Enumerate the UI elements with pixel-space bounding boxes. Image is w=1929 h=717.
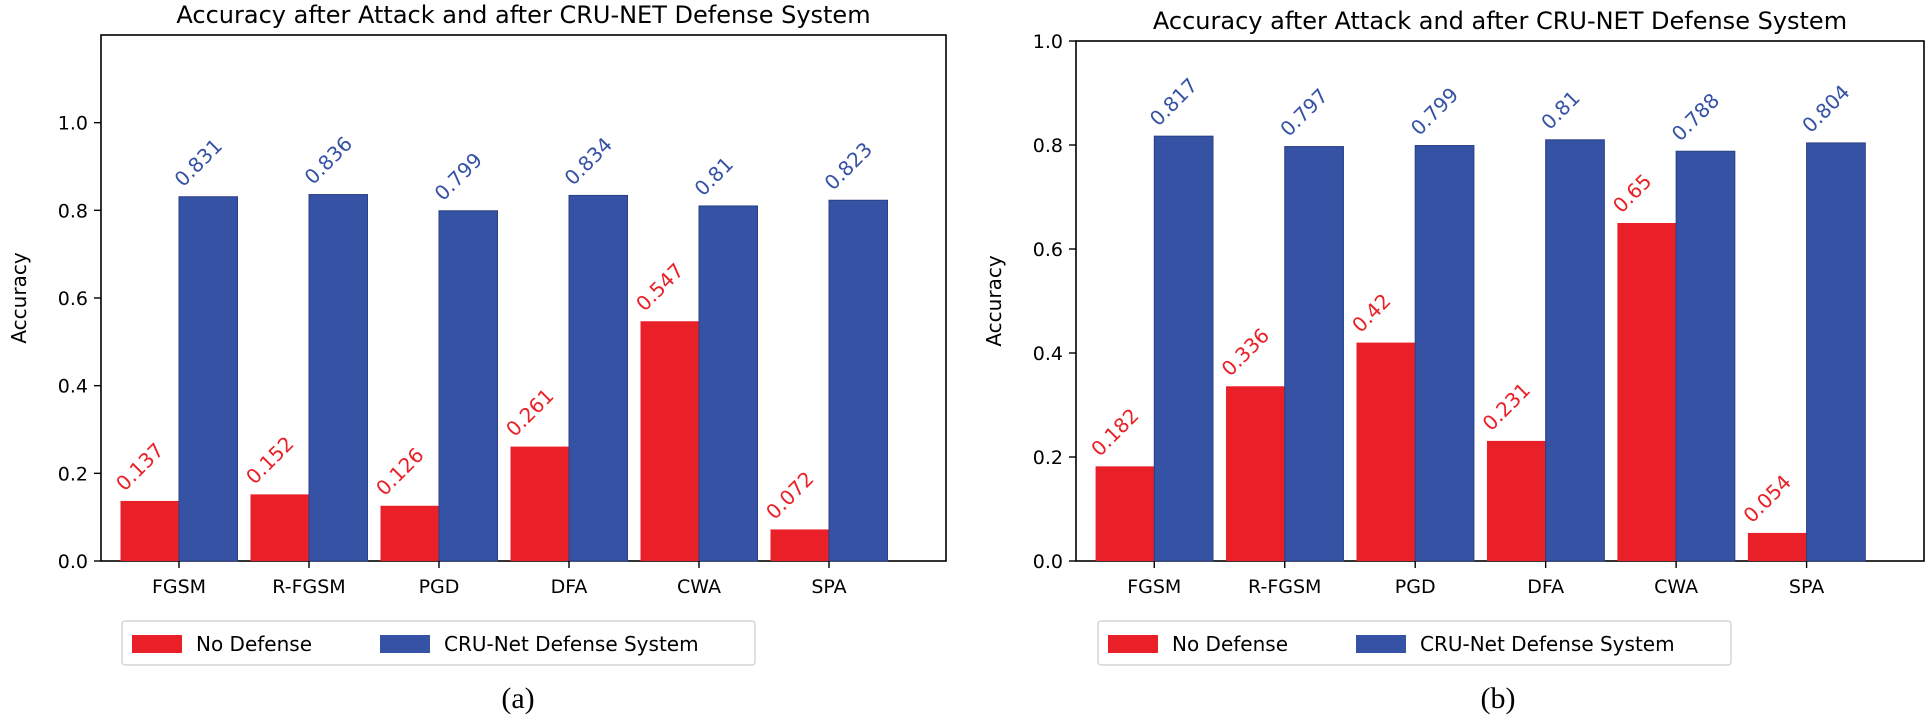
y-tick-label: 0.4: [58, 376, 88, 398]
value-label-no-defense: 0.072: [761, 467, 818, 524]
x-tick-label: PGD: [419, 576, 460, 598]
legend-label-no-defense: No Defense: [1172, 632, 1288, 656]
bar-cru-net-defense: [1675, 150, 1736, 562]
bar-no-defense: [640, 321, 699, 561]
x-tick-label: R-FGSM: [1248, 576, 1321, 598]
legend-box: [121, 620, 756, 666]
bar-no-defense: [1617, 223, 1677, 561]
value-label-no-defense: 0.65: [1608, 169, 1656, 217]
value-label-cru-net-defense: 0.804: [1797, 80, 1854, 137]
value-label-cru-net-defense: 0.799: [430, 148, 487, 205]
bar-cru-net-defense: [1414, 145, 1475, 562]
bar-cru-net-defense: [1545, 139, 1605, 562]
x-tick-label: CWA: [677, 576, 721, 598]
x-tick-label: SPA: [1789, 576, 1824, 598]
bar-no-defense: [1226, 386, 1285, 561]
y-tick-label: 0.6: [58, 288, 88, 310]
value-label-cru-net-defense: 0.817: [1145, 73, 1202, 130]
legend-swatch-cru-net-defense: [1356, 635, 1406, 653]
bar-cru-net-defense: [178, 196, 238, 562]
value-label-cru-net-defense: 0.836: [300, 132, 357, 189]
y-tick-label: 0.4: [1033, 343, 1063, 365]
value-label-no-defense: 0.336: [1217, 323, 1274, 380]
value-label-cru-net-defense: 0.823: [820, 137, 877, 194]
value-label-cru-net-defense: 0.797: [1275, 84, 1332, 141]
bar-cru-net-defense: [568, 194, 628, 562]
bar-cru-net-defense: [828, 199, 888, 562]
x-tick-label: PGD: [1395, 576, 1436, 598]
bar-no-defense: [380, 505, 439, 561]
legend-swatch-no-defense: [1108, 635, 1158, 653]
bar-cru-net-defense: [1153, 135, 1214, 562]
x-tick-label: FGSM: [1127, 576, 1181, 598]
y-axis-label: Accuracy: [7, 252, 31, 343]
bar-no-defense: [770, 529, 829, 561]
panel-caption: (a): [501, 682, 534, 715]
y-tick-label: 0.0: [1033, 551, 1063, 573]
chart-title: Accuracy after Attack and after CRU-NET …: [176, 1, 870, 29]
legend-label-cru-net-defense: CRU-Net Defense System: [444, 632, 699, 656]
value-label-cru-net-defense: 0.788: [1667, 88, 1724, 145]
value-label-no-defense: 0.231: [1478, 378, 1535, 435]
bar-cru-net-defense: [308, 194, 368, 562]
value-label-cru-net-defense: 0.799: [1406, 83, 1463, 140]
value-label-no-defense: 0.054: [1738, 470, 1795, 527]
bar-cru-net-defense: [1806, 142, 1866, 562]
y-tick-label: 0.0: [58, 551, 88, 573]
chart-panel-a: Accuracy after Attack and after CRU-NET …: [7, 1, 947, 715]
chart-title: Accuracy after Attack and after CRU-NET …: [1153, 7, 1847, 35]
x-tick-label: CWA: [1654, 576, 1698, 598]
value-label-no-defense: 0.152: [241, 431, 298, 488]
y-tick-label: 0.2: [58, 463, 88, 485]
x-tick-label: SPA: [811, 576, 846, 598]
x-tick-label: DFA: [551, 576, 588, 598]
legend-swatch-no-defense: [132, 635, 182, 653]
bar-cru-net-defense: [438, 210, 498, 562]
chart-panel-b: Accuracy after Attack and after CRU-NET …: [982, 7, 1925, 715]
value-label-no-defense: 0.42: [1347, 289, 1395, 337]
y-tick-label: 0.8: [58, 200, 88, 222]
y-tick-label: 0.2: [1033, 447, 1063, 469]
x-tick-label: R-FGSM: [272, 576, 345, 598]
value-label-cru-net-defense: 0.81: [1536, 86, 1584, 134]
value-label-cru-net-defense: 0.834: [560, 133, 617, 190]
bar-no-defense: [1486, 440, 1546, 561]
bar-no-defense: [1095, 466, 1155, 561]
legend-swatch-cru-net-defense: [380, 635, 430, 653]
value-label-no-defense: 0.137: [111, 438, 168, 495]
legend-label-no-defense: No Defense: [196, 632, 312, 656]
value-label-no-defense: 0.182: [1086, 403, 1143, 460]
x-tick-label: DFA: [1527, 576, 1564, 598]
bar-cru-net-defense: [698, 205, 758, 562]
bar-no-defense: [120, 500, 179, 561]
legend: No Defense CRU-Net Defense System: [1097, 620, 1732, 666]
value-label-no-defense: 0.261: [501, 384, 558, 441]
y-tick-label: 0.8: [1033, 135, 1063, 157]
bar-no-defense: [510, 446, 569, 561]
y-tick-label: 1.0: [58, 113, 88, 135]
bar-no-defense: [1356, 342, 1416, 561]
y-axis-label: Accuracy: [982, 255, 1006, 346]
bar-no-defense: [1747, 532, 1807, 561]
value-label-cru-net-defense: 0.81: [690, 152, 738, 200]
y-tick-label: 1.0: [1033, 31, 1063, 53]
legend: No Defense CRU-Net Defense System: [121, 620, 756, 666]
x-tick-label: FGSM: [152, 576, 206, 598]
value-label-cru-net-defense: 0.831: [170, 134, 227, 191]
panel-caption: (b): [1481, 682, 1516, 715]
bar-no-defense: [250, 494, 309, 561]
value-label-no-defense: 0.547: [631, 258, 688, 315]
legend-box: [1097, 620, 1732, 666]
value-label-no-defense: 0.126: [371, 443, 428, 500]
bar-cru-net-defense: [1284, 146, 1344, 562]
legend-label-cru-net-defense: CRU-Net Defense System: [1420, 632, 1675, 656]
y-tick-label: 0.6: [1033, 239, 1063, 261]
